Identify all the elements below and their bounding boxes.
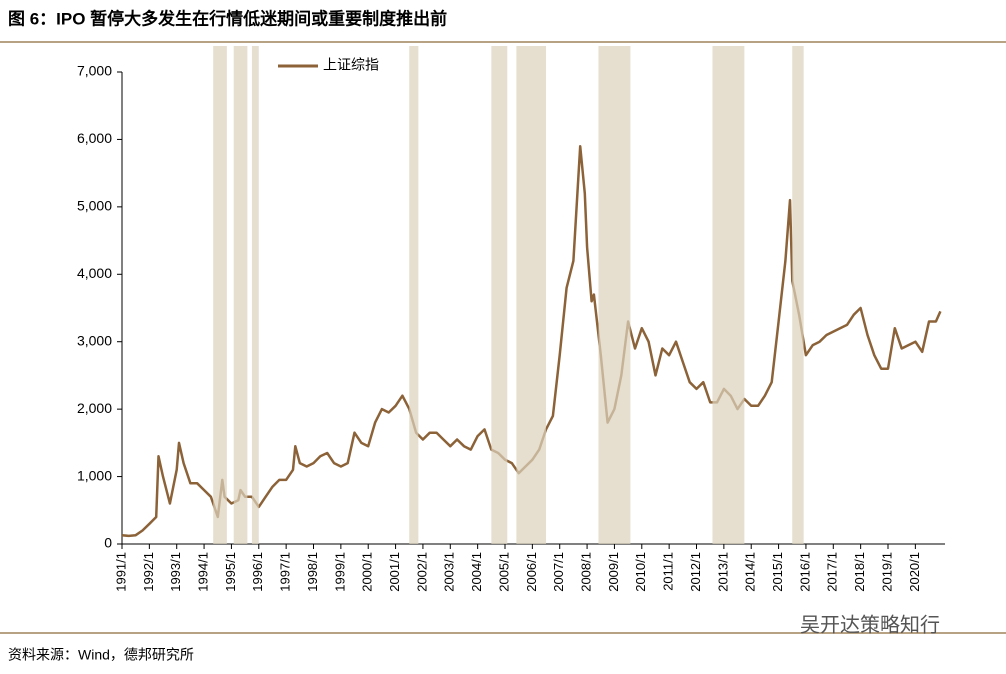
x-tick-label: 1999/1 [332, 552, 347, 592]
x-tick-label: 2001/1 [387, 552, 402, 592]
x-tick-label: 2007/1 [551, 552, 566, 592]
source: 资料来源：Wind，德邦研究所 [8, 647, 194, 663]
shaded-period [491, 46, 508, 544]
x-tick-label: 1995/1 [223, 552, 238, 592]
y-tick-label: 1,000 [77, 467, 112, 483]
y-tick-label: 2,000 [77, 400, 112, 416]
x-tick-label: 2020/1 [907, 552, 922, 592]
shaded-period [409, 46, 419, 544]
shaded-period [251, 46, 259, 544]
x-tick-label: 2000/1 [360, 552, 375, 592]
x-tick-label: 2005/1 [496, 552, 511, 592]
x-tick-label: 2015/1 [770, 552, 785, 592]
x-tick-label: 2008/1 [579, 552, 594, 592]
y-tick-label: 5,000 [77, 198, 112, 214]
chart-title: 图 6：IPO 暂停大多发生在行情低迷期间或重要制度推出前 [8, 8, 447, 28]
x-tick-label: 2009/1 [606, 552, 621, 592]
x-tick-label: 2003/1 [442, 552, 457, 592]
x-tick-label: 2012/1 [688, 552, 703, 592]
shaded-period [213, 46, 227, 544]
x-tick-label: 1996/1 [250, 552, 265, 592]
x-tick-label: 1997/1 [278, 552, 293, 592]
watermark: 吴开达策略知行 [800, 613, 940, 636]
x-tick-label: 1992/1 [141, 552, 156, 592]
x-tick-label: 2013/1 [715, 552, 730, 592]
y-tick-label: 4,000 [77, 265, 112, 281]
shaded-period [233, 46, 248, 544]
y-tick-label: 3,000 [77, 332, 112, 348]
x-tick-label: 1993/1 [168, 552, 183, 592]
shaded-period [598, 46, 631, 544]
x-tick-label: 2002/1 [414, 552, 429, 592]
x-tick-label: 2004/1 [469, 552, 484, 592]
shaded-period [516, 46, 547, 544]
y-tick-label: 6,000 [77, 130, 112, 146]
x-tick-label: 1994/1 [196, 552, 211, 592]
x-tick-label: 2014/1 [743, 552, 758, 592]
x-tick-label: 1998/1 [305, 552, 320, 592]
x-tick-label: 2019/1 [879, 552, 894, 592]
x-tick-label: 2006/1 [524, 552, 539, 592]
x-tick-label: 2011/1 [661, 552, 676, 591]
x-tick-label: 2016/1 [797, 552, 812, 592]
x-tick-label: 1991/1 [113, 552, 128, 592]
y-tick-label: 0 [104, 535, 112, 551]
legend-label: 上证综指 [323, 57, 379, 73]
y-tick-label: 7,000 [77, 63, 112, 79]
shaded-period [712, 46, 745, 544]
shaded-period [792, 46, 804, 544]
x-tick-label: 2018/1 [852, 552, 867, 592]
x-tick-label: 2010/1 [633, 552, 648, 592]
x-tick-label: 2017/1 [825, 552, 840, 592]
